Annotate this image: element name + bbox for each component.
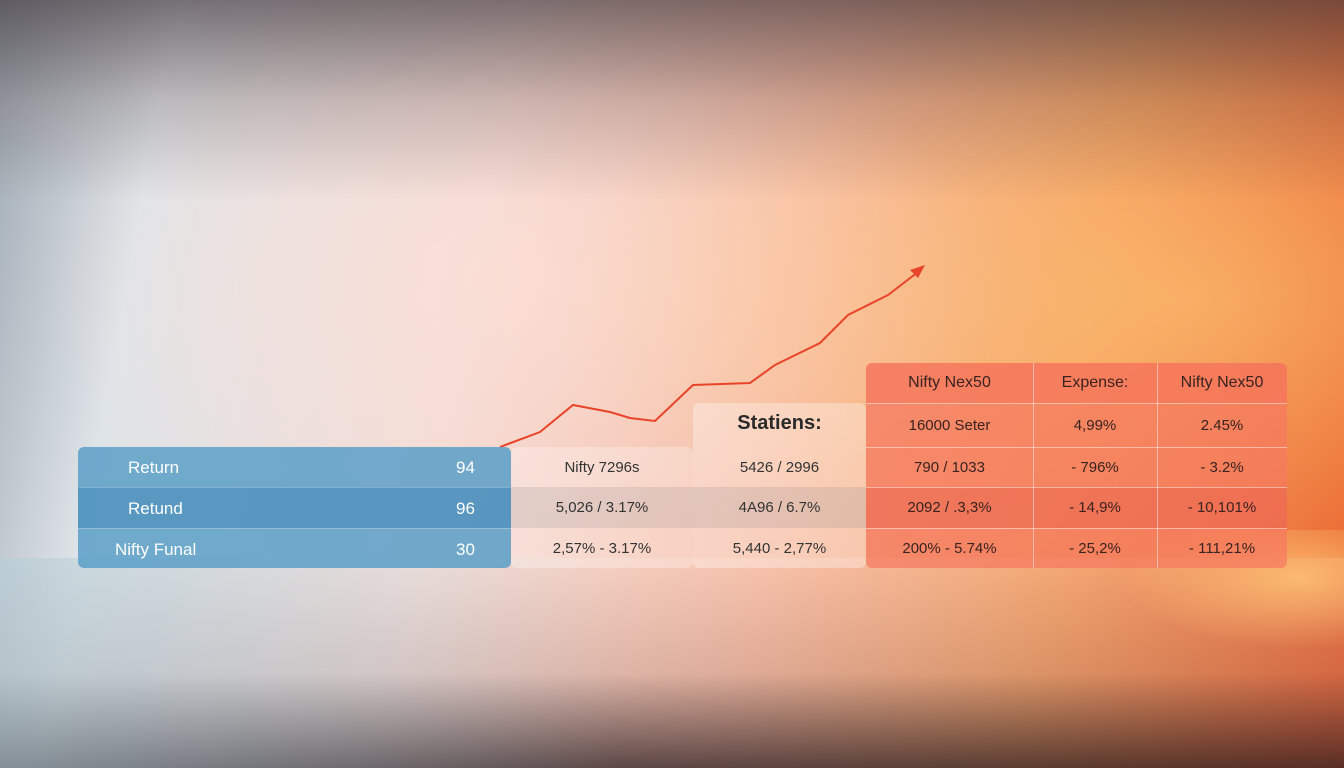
table-cell: 2092 / .3,3% — [866, 487, 1033, 528]
row-divider — [866, 403, 1287, 404]
row-divider — [866, 487, 1287, 488]
column-header: Nifty Nex50 — [1157, 363, 1287, 403]
table-cell: 5426 / 2996 — [739, 458, 820, 476]
returns-row: Return 94 — [78, 447, 511, 487]
table-cell: 4A96 / 6.7% — [693, 487, 866, 528]
table-cell: 200% - 5.74% — [902, 539, 997, 557]
table-cell: 16000 Seter — [908, 416, 991, 434]
middle-column-2: Statiens: 5426 / 2996 4A96 / 6.7% 5,440 … — [693, 403, 866, 568]
column-divider — [1033, 363, 1034, 568]
row-divider — [866, 447, 1287, 448]
table-cell: - 14,9% — [1033, 487, 1157, 528]
table-cell: 4,99% — [1073, 416, 1117, 434]
table-cell: 5,440 - 2,77% — [732, 539, 827, 557]
expense-table: Nifty Nex50 Expense: Nifty Nex50 16000 S… — [866, 363, 1287, 568]
middle-column-1: Nifty 7296s 5,026 / 3.17% 2,57% - 3.17% — [511, 447, 693, 568]
table-cell: 2.45% — [1200, 416, 1244, 434]
table-cell: - 111,21% — [1188, 539, 1256, 557]
table-cell: Nifty 7296s — [564, 458, 640, 476]
row-value: 94 — [456, 458, 475, 477]
table-cell: - 10,101% — [1157, 487, 1287, 528]
table-cell: - 25,2% — [1069, 539, 1121, 557]
row-value: 96 — [456, 499, 475, 518]
returns-panel: Return 94 Retund 96 Nifty Funal 30 — [78, 447, 511, 568]
returns-row: Nifty Funal 30 — [78, 528, 511, 568]
floor-left-tint — [0, 558, 620, 768]
row-label: Return — [128, 458, 180, 477]
returns-row: Retund 96 — [78, 487, 511, 528]
column-divider — [1157, 363, 1158, 568]
row-divider — [866, 528, 1287, 529]
table-cell: 5,026 / 3.17% — [511, 487, 693, 528]
table-cell: - 3.2% — [1200, 458, 1244, 476]
column-header: Expense: — [1033, 363, 1157, 403]
column-header: Nifty Nex50 — [866, 363, 1033, 403]
table-cell: 790 / 1033 — [914, 458, 985, 476]
trend-arrow-head — [910, 265, 925, 278]
row-value: 30 — [456, 540, 475, 559]
background-top-shadow — [0, 0, 1344, 200]
trend-line — [499, 271, 919, 448]
row-label: Nifty Funal — [115, 540, 197, 559]
row-label: Retund — [128, 499, 183, 518]
stats-title: Statiens: — [737, 411, 822, 434]
table-cell: 2,57% - 3.17% — [552, 539, 652, 557]
table-cell: - 796% — [1071, 458, 1119, 476]
